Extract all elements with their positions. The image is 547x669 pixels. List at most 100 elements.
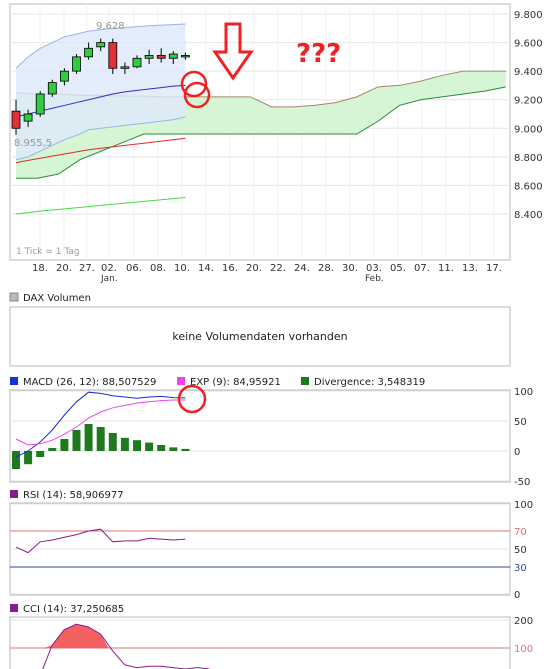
candle-body (47, 82, 57, 95)
macd-y-tick: 50 (514, 417, 527, 428)
signal-legend-swatch (177, 377, 185, 385)
candle-body (132, 57, 142, 68)
bollinger-band (16, 24, 186, 160)
question-marks: ??? (296, 39, 341, 69)
price-y-ticks: 9.800 9.600 9.400 9.200 9.000 8.800 8.600 8.400 (514, 10, 543, 221)
signal-line (15, 399, 186, 446)
down-arrow-icon (212, 22, 254, 81)
price-x-ticks: 18. 20. 27. 02. 06. 08. 10. 14. 16. 20. 22. 24. 28. 3… (32, 263, 502, 274)
rsi-y-tick: 70 (514, 527, 527, 538)
rsi-line (15, 528, 186, 554)
candle-body (84, 47, 93, 58)
annotation-circle-1 (180, 70, 208, 98)
cloud-bottom-line (16, 86, 506, 179)
candle-body (120, 66, 130, 69)
price-x-tick: 18. (32, 263, 48, 274)
price-x-tick: 20. (246, 263, 262, 274)
price-x-tick: 13. (462, 263, 478, 274)
price-x-tick: 20. (56, 263, 72, 274)
price-x-tick: 30. (342, 263, 358, 274)
macd-line (15, 391, 186, 458)
price-y-tick: 9.200 (514, 96, 543, 107)
price-x-tick: 07. (414, 263, 430, 274)
divergence-bar (145, 442, 154, 451)
price-x-tick: 24. (294, 263, 310, 274)
price-x-tick: 10. (174, 263, 190, 274)
price-x-tick: 17. (486, 263, 502, 274)
low-label: 8.955,5 (14, 138, 52, 149)
sma-red-line (15, 137, 186, 164)
divergence-bar (36, 451, 45, 457)
macd-y-ticks: 100 50 0 -50 (514, 387, 533, 488)
price-x-tick: 16. (222, 263, 238, 274)
rsi-panel: RSI (14): 58,906977 100 70 50 30 0 (9, 490, 533, 601)
volume-legend-swatch (9, 292, 19, 302)
volume-frame (9, 306, 511, 367)
divergence-bar (169, 447, 178, 451)
divergence-bar (24, 451, 33, 465)
rsi-y-tick: 30 (514, 563, 527, 574)
candle-body (35, 93, 45, 115)
divergence-bar (133, 440, 141, 451)
price-x-tick: 22. (270, 263, 286, 274)
divergence-bar (108, 433, 117, 451)
candle-body (180, 55, 190, 58)
macd-grid (10, 390, 510, 482)
price-x-tick: 27. (79, 263, 95, 274)
price-y-tick: 9.600 (514, 39, 543, 50)
divergence-bars (12, 424, 190, 469)
divergence-bar (84, 424, 93, 451)
macd-panel: MACD (26, 12): 88,507529 EXP (9): 84,959… (9, 377, 533, 488)
volume-panel: DAX Volumen keine Volumendaten vorhanden (9, 292, 511, 367)
cci-legend-swatch (10, 604, 18, 612)
price-x-tick: 03. (366, 263, 382, 274)
band-lower-line (15, 116, 186, 161)
rsi-legend-swatch (10, 490, 18, 498)
divergence-bar (96, 427, 105, 451)
rsi-y-tick: 100 (514, 500, 533, 511)
price-x-tick: 14. (198, 263, 214, 274)
candle-body (168, 53, 178, 59)
divergence-bar (60, 439, 69, 451)
price-x-tick: 06. (126, 263, 142, 274)
price-y-tick: 9.800 (514, 10, 543, 21)
macd-legend: MACD (26, 12): 88,507529 (23, 377, 156, 388)
volume-legend: DAX Volumen (23, 293, 91, 304)
macd-y-tick: 100 (514, 387, 533, 398)
divergence-bar (12, 451, 20, 469)
price-x-tick: 02. (101, 263, 117, 274)
divergence-bar (181, 448, 190, 451)
cci-y-tick: 100 (514, 644, 533, 655)
candle-body (11, 110, 21, 129)
divergence-bar (120, 437, 129, 451)
high-label: 9.628 (96, 21, 125, 32)
annotation-circle-2 (183, 81, 211, 109)
candle-body (60, 70, 69, 82)
cci-panel: CCI (14): 37,250685 200 100 (9, 604, 533, 669)
cci-legend: CCI (14): 37,250685 (23, 604, 124, 615)
candles (11, 38, 190, 135)
rsi-grid (10, 503, 510, 595)
price-y-tick: 9.400 (514, 67, 543, 78)
candle-body (23, 113, 33, 122)
divergence-legend-swatch (301, 377, 309, 385)
macd-frame (9, 389, 511, 483)
volume-empty-text: keine Volumendaten vorhanden (172, 330, 347, 343)
candle-body (156, 55, 166, 59)
price-x-tick: 11. (438, 263, 454, 274)
sma-green-line (15, 196, 186, 215)
cci-y-ticks: 200 100 (514, 616, 533, 655)
rsi-y-tick: 50 (514, 545, 527, 556)
price-x-tick: 28. (318, 263, 334, 274)
macd-legend-swatch (10, 377, 18, 385)
price-panel: 9.800 9.600 9.400 9.200 9.000 8.800 8.600 8.400… (9, 3, 543, 284)
cci-area (44, 624, 109, 648)
price-x-tick: 08. (150, 263, 166, 274)
rsi-y-ticks: 100 70 50 30 0 (514, 500, 533, 601)
month-label-feb: Feb. (365, 274, 384, 284)
divergence-bar (157, 445, 166, 451)
annotation-circle-3 (177, 384, 207, 414)
divergence-legend: Divergence: 3,548319 (314, 377, 425, 388)
price-x-tick: 05. (390, 263, 406, 274)
